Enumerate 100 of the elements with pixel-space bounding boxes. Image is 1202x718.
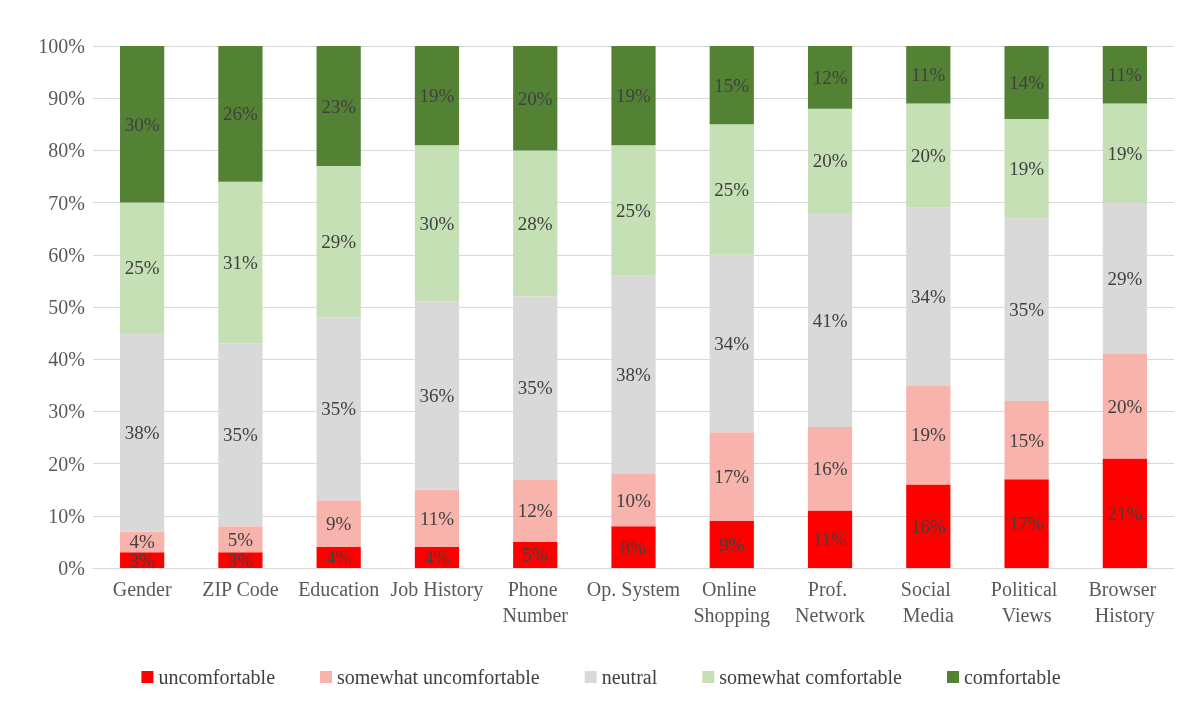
- data-label: 25%: [124, 257, 160, 279]
- bar: [906, 46, 951, 104]
- data-label: 9%: [326, 513, 352, 535]
- bar: [1102, 353, 1147, 459]
- y-tick-label: 50%: [48, 296, 85, 318]
- data-label: 41%: [812, 309, 848, 331]
- x-tick-label: Browser History: [1088, 578, 1162, 627]
- x-tick-label: Prof. Network: [795, 578, 866, 626]
- x-tick-label: Phone Number: [502, 578, 569, 626]
- x-tick-label: Job History: [390, 578, 484, 601]
- bar: [807, 427, 853, 511]
- data-label: 35%: [321, 398, 357, 420]
- bar: [1004, 46, 1049, 120]
- data-label: 11%: [419, 507, 455, 529]
- data-label: 34%: [714, 333, 750, 355]
- bar: [513, 150, 558, 297]
- bar: [414, 489, 460, 548]
- y-tick-label: 70%: [48, 191, 85, 214]
- data-label: 26%: [223, 103, 258, 125]
- bar: [709, 432, 754, 522]
- bar: [906, 385, 951, 485]
- data-label: 19%: [419, 85, 455, 107]
- data-label: 36%: [419, 385, 455, 407]
- data-label: 19%: [1009, 158, 1045, 180]
- bar: [611, 46, 656, 146]
- legend-label: neutral: [601, 666, 658, 688]
- data-label: 15%: [1009, 429, 1045, 451]
- bar: [611, 145, 656, 276]
- data-label: 11%: [1107, 64, 1143, 86]
- data-label: 8%: [620, 536, 647, 558]
- bar: [611, 526, 656, 568]
- bar: [513, 479, 558, 542]
- bar: [709, 521, 754, 568]
- data-label: 5%: [522, 544, 549, 566]
- bar: [218, 181, 263, 344]
- bar: [807, 510, 853, 568]
- data-label: 38%: [124, 421, 160, 443]
- data-label: 20%: [812, 150, 848, 172]
- bar: [1102, 46, 1147, 104]
- data-label: 19%: [1107, 142, 1143, 164]
- bar: [807, 46, 853, 109]
- y-tick-label: 20%: [48, 452, 85, 475]
- bar: [906, 484, 951, 568]
- bar: [611, 474, 656, 527]
- data-label: 12%: [517, 500, 553, 522]
- data-label: 23%: [321, 95, 357, 117]
- data-label: 11%: [911, 64, 946, 86]
- bar: [414, 145, 460, 302]
- data-label: 35%: [223, 424, 258, 446]
- y-tick-label: 0%: [58, 557, 85, 579]
- data-label: 19%: [910, 424, 946, 446]
- data-label: 16%: [910, 515, 946, 537]
- bar: [316, 46, 361, 167]
- data-label: 16%: [812, 458, 848, 480]
- data-label: 25%: [714, 179, 750, 201]
- data-label: 15%: [714, 74, 750, 96]
- bar: [709, 46, 754, 125]
- legend-label: somewhat uncomfortable: [337, 666, 540, 688]
- y-tick-label: 40%: [48, 348, 85, 371]
- bar: [316, 500, 361, 548]
- bar: [709, 124, 754, 255]
- data-label: 21%: [1107, 502, 1143, 524]
- data-label: 4%: [424, 547, 450, 569]
- bar: [807, 108, 853, 214]
- y-tick-label: 10%: [48, 504, 85, 527]
- legend-label: somewhat comfortable: [719, 666, 903, 688]
- data-label: 19%: [616, 85, 652, 107]
- data-label: 30%: [419, 212, 455, 234]
- x-tick-label: Education: [298, 578, 380, 600]
- x-tick-label: Op. System: [586, 578, 681, 601]
- x-tick-label: Social Media: [900, 578, 956, 626]
- data-label: 20%: [517, 87, 553, 109]
- bar: [1102, 458, 1147, 568]
- data-label: 35%: [1009, 299, 1045, 321]
- data-label: 30%: [124, 113, 160, 135]
- data-label: 11%: [812, 528, 848, 550]
- data-label: 12%: [812, 66, 848, 88]
- data-label: 4%: [326, 547, 352, 569]
- bar: [1004, 479, 1049, 568]
- y-tick-label: 90%: [48, 87, 85, 110]
- data-label: 20%: [910, 145, 946, 167]
- x-tick-label: ZIP Code: [202, 578, 279, 600]
- data-label: 5%: [227, 528, 254, 550]
- y-tick-label: 100%: [38, 35, 85, 57]
- x-tick-label: Gender: [112, 578, 172, 600]
- data-label: 35%: [517, 377, 553, 399]
- bar: [1102, 103, 1147, 203]
- data-label: 3%: [227, 549, 254, 571]
- bar: [414, 46, 460, 146]
- legend-label: comfortable: [963, 666, 1061, 688]
- y-tick-label: 60%: [48, 243, 85, 266]
- bar: [1004, 400, 1049, 480]
- bar: [1004, 119, 1049, 219]
- y-tick-label: 80%: [48, 139, 85, 162]
- bar: [120, 46, 165, 203]
- data-label: 10%: [616, 489, 652, 511]
- bar: [316, 166, 361, 318]
- y-tick-label: 30%: [48, 400, 85, 423]
- data-label: 38%: [616, 364, 652, 386]
- data-label: 29%: [321, 231, 357, 253]
